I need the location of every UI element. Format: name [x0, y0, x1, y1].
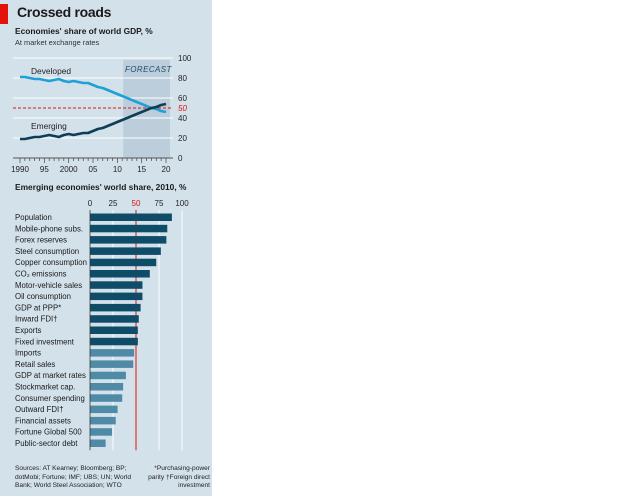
bar: [90, 236, 167, 244]
chart2-title: Emerging economies' world share, 2010, %: [15, 182, 187, 192]
bar: [90, 416, 116, 425]
bar-category-label: Motor-vehicle sales: [15, 281, 82, 290]
bar-category-label: Steel consumption: [15, 247, 79, 256]
x-tick-label: 2000: [60, 165, 78, 174]
series-label-developed: Developed: [31, 66, 71, 76]
bar: [90, 360, 134, 368]
x-tick-label: 1990: [11, 165, 29, 174]
chart1-note: At market exchange rates: [15, 38, 100, 47]
bar-chart: 0 25 50 75 100 Population Mobile-phone subs. Fo…: [15, 199, 189, 451]
series-line-emerging: [20, 102, 167, 141]
bar: [90, 371, 126, 380]
x-tick-label: 20: [162, 165, 171, 174]
bar: [90, 292, 143, 301]
bar-category-label: Outward FDI†: [15, 405, 64, 414]
bar-category-label: CO₂ emissions: [15, 270, 67, 279]
bar-category-label: Fortune Global 500: [15, 428, 82, 437]
red-tag: [0, 4, 8, 24]
bar-category-label: Public-sector debt: [15, 439, 78, 448]
y-tick-label: 20: [178, 134, 187, 143]
bar-category-label: Consumer spending: [15, 394, 85, 403]
bar-category-label: Mobile-phone subs.: [15, 224, 83, 233]
x-tick-label: 15: [137, 165, 146, 174]
page-title: Crossed roads: [17, 4, 112, 20]
y-tick-label: 80: [178, 74, 187, 83]
bar-x-tick-label: 100: [175, 199, 189, 208]
x-tick-label: 10: [113, 165, 122, 174]
line-chart: 0 20 40 60 80 100 50 FORECAST 1990 95 2000 05 10 15 20…: [11, 54, 192, 174]
bar-category-label: Inward FDI†: [15, 315, 57, 324]
sources-note: Sources: AT Kearney; Bloomberg; BP; dotM…: [15, 465, 132, 489]
bar: [90, 349, 135, 357]
bar: [90, 383, 124, 391]
bar: [90, 247, 161, 255]
bar-category-label: GDP at PPP*: [15, 303, 61, 312]
bar: [90, 258, 157, 267]
bar-x-tick-label: 50: [132, 199, 141, 208]
bar: [90, 394, 123, 402]
bar-x-tick-label: 75: [155, 199, 164, 208]
bar: [90, 326, 138, 334]
bar: [90, 213, 172, 221]
bar-category-label: Population: [15, 213, 52, 222]
bar: [90, 337, 138, 346]
bar-category-label: Imports: [15, 349, 41, 358]
bar-category-label: Financial assets: [15, 416, 71, 425]
bar: [90, 224, 168, 233]
bar: [90, 270, 150, 278]
bar-category-label: GDP at market rates: [15, 371, 86, 380]
bar-category-label: Retail sales: [15, 360, 55, 369]
x-tick-label: 05: [89, 165, 98, 174]
series-line-developed: [20, 75, 167, 114]
bar-category-label: Forex reserves: [15, 236, 67, 245]
bar: [90, 303, 141, 312]
bar-category-label: Copper consumption: [15, 258, 87, 267]
x-tick-label: 95: [40, 165, 49, 174]
series-label-emerging: Emerging: [31, 121, 67, 131]
bar: [90, 281, 143, 289]
y-tick-label: 100: [178, 54, 192, 63]
bar: [90, 315, 139, 323]
bar-category-label: Oil consumption: [15, 292, 71, 301]
bar-category-label: Fixed investment: [15, 337, 75, 346]
footnotes: *Purchasing-power parity †Foreign direct…: [148, 465, 210, 489]
bar: [90, 428, 113, 436]
bar: [90, 405, 118, 414]
chart1-title: Economies' share of world GDP, %: [15, 26, 153, 36]
bar-category-label: Stockmarket cap.: [15, 383, 75, 392]
y-tick-label: 40: [178, 114, 187, 123]
bar: [90, 439, 106, 447]
bar-x-tick-label: 0: [88, 199, 93, 208]
reference-label: 50: [178, 104, 187, 113]
bar-x-tick-label: 25: [109, 199, 118, 208]
bar-category-label: Exports: [15, 326, 42, 335]
y-tick-label: 0: [178, 154, 183, 163]
forecast-label: FORECAST: [125, 65, 172, 74]
y-tick-label: 60: [178, 94, 187, 103]
